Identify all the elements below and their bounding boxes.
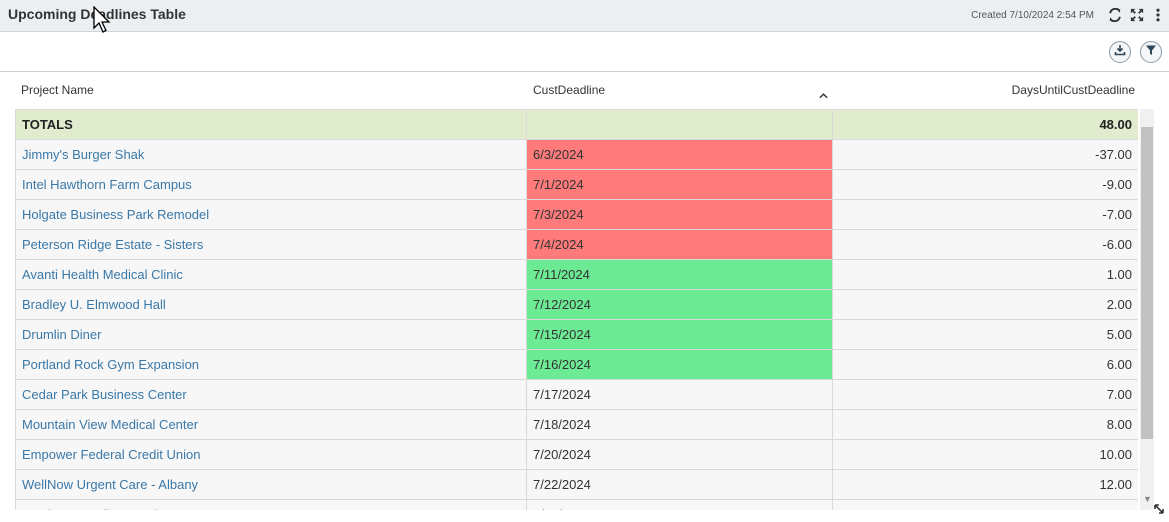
project-name-cell: WellNow Urgent Care - Albany xyxy=(15,469,527,500)
days-cell: -7.00 xyxy=(832,199,1138,230)
widget-toolbar xyxy=(0,33,1169,72)
data-table: TOTALS 48.00 Jimmy's Burger Shak 6/3/2024… xyxy=(15,109,1138,510)
table-row[interactable]: Mountain View Medical Center 7/18/2024 8.0… xyxy=(15,409,1138,440)
project-link[interactable]: Bradley U. Elmwood Hall xyxy=(22,297,166,312)
table-row[interactable]: Cedar Park Business Center 7/17/2024 7.00 xyxy=(15,379,1138,410)
table-row[interactable]: Portland Rock Gym Expansion 7/16/2024 6.00 xyxy=(15,349,1138,380)
project-link[interactable]: Portland Rock Gym Expansion xyxy=(22,357,200,372)
deadline-cell: 7/20/2024 xyxy=(526,439,833,470)
project-name-cell: Portland Rock Gym Expansion xyxy=(15,349,527,380)
project-name-cell: Cedar Park Business Center xyxy=(15,379,527,410)
table-row[interactable]: Drumlin Diner 7/15/2024 5.00 xyxy=(15,319,1138,350)
project-link[interactable]: Mountain View Medical Center xyxy=(22,417,199,432)
project-name-cell: Drumlin Diner xyxy=(15,319,527,350)
deadline-cell: 7/15/2024 xyxy=(526,319,833,350)
project-link[interactable]: Holgate Business Park Remodel xyxy=(22,207,210,222)
project-link[interactable]: Intel Hawthorn Farm Campus xyxy=(22,177,192,192)
column-header-row: Project Name CustDeadline DaysUntilCustD… xyxy=(15,73,1138,109)
days-cell: -9.00 xyxy=(832,169,1138,200)
table-row[interactable]: WellNow Urgent Care - Albany 7/22/2024 12.… xyxy=(15,469,1138,500)
deadline-cell: 7/22/2024 xyxy=(526,469,833,500)
project-link[interactable]: Drumlin Diner xyxy=(22,327,102,342)
created-timestamp: Created 7/10/2024 2:54 PM xyxy=(971,10,1094,21)
project-link[interactable]: Newberg Family Dental xyxy=(22,507,157,510)
days-cell: 12.00 xyxy=(832,469,1138,500)
expand-icon[interactable] xyxy=(1129,7,1145,23)
column-header-deadline[interactable]: CustDeadline xyxy=(533,83,606,97)
days-cell: 5.00 xyxy=(832,319,1138,350)
project-name-cell: Peterson Ridge Estate - Sisters xyxy=(15,229,527,260)
project-link[interactable]: Avanti Health Medical Clinic xyxy=(22,267,183,282)
table-row[interactable]: Bradley U. Elmwood Hall 7/12/2024 2.00 xyxy=(15,289,1138,320)
table-row[interactable]: Avanti Health Medical Clinic 7/11/2024 1.0… xyxy=(15,259,1138,290)
days-cell: 8.00 xyxy=(832,409,1138,440)
project-name-cell: Bradley U. Elmwood Hall xyxy=(15,289,527,320)
more-vertical-icon[interactable] xyxy=(1150,7,1166,23)
days-cell: 7.00 xyxy=(832,379,1138,410)
column-header-days[interactable]: DaysUntilCustDeadline xyxy=(1011,83,1135,97)
scroll-down-icon[interactable]: ▼ xyxy=(1143,494,1152,504)
deadline-cell: 7/11/2024 xyxy=(526,259,833,290)
download-button[interactable] xyxy=(1109,41,1131,63)
sort-up-icon[interactable] xyxy=(819,86,828,104)
totals-days: 48.00 xyxy=(832,109,1138,140)
resize-icon[interactable] xyxy=(1153,502,1165,520)
table-row[interactable]: Newberg Family Dental 7/24/202414.00 xyxy=(15,499,1138,510)
days-cell: 14.00 xyxy=(832,499,1138,510)
deadline-cell: 7/18/2024 xyxy=(526,409,833,440)
download-icon xyxy=(1114,43,1126,61)
project-link[interactable]: WellNow Urgent Care - Albany xyxy=(22,477,199,492)
days-cell: 2.00 xyxy=(832,289,1138,320)
table-row[interactable]: Intel Hawthorn Farm Campus 7/1/2024 -9.00 xyxy=(15,169,1138,200)
days-cell: -6.00 xyxy=(832,229,1138,260)
project-name-cell: Intel Hawthorn Farm Campus xyxy=(15,169,527,200)
table-row[interactable]: Holgate Business Park Remodel 7/3/2024 -7.… xyxy=(15,199,1138,230)
scrollbar-thumb[interactable] xyxy=(1141,127,1153,439)
days-cell: -37.00 xyxy=(832,139,1138,170)
project-name-cell: Avanti Health Medical Clinic xyxy=(15,259,527,290)
filter-button[interactable] xyxy=(1140,41,1162,63)
project-link[interactable]: Cedar Park Business Center xyxy=(22,387,187,402)
totals-deadline xyxy=(526,109,833,140)
deadline-cell: 7/16/2024 xyxy=(526,349,833,380)
column-header-project[interactable]: Project Name xyxy=(21,83,94,97)
project-link[interactable]: Empower Federal Credit Union xyxy=(22,447,201,462)
totals-row: TOTALS 48.00 xyxy=(15,109,1138,140)
totals-label: TOTALS xyxy=(15,109,527,140)
deadline-cell: 7/4/2024 xyxy=(526,229,833,260)
deadline-cell: 7/24/2024 xyxy=(526,499,833,510)
vertical-scrollbar[interactable] xyxy=(1140,109,1154,510)
days-cell: 10.00 xyxy=(832,439,1138,470)
project-name-cell: Mountain View Medical Center xyxy=(15,409,527,440)
mouse-pointer-icon xyxy=(93,5,111,39)
table-row[interactable]: Empower Federal Credit Union 7/20/2024 10.… xyxy=(15,439,1138,470)
data-table-body: TOTALS 48.00 Jimmy's Burger Shak 6/3/2024… xyxy=(15,109,1138,510)
project-name-cell: Jimmy's Burger Shak xyxy=(15,139,527,170)
filter-icon xyxy=(1145,43,1157,61)
deadline-cell: 7/12/2024 xyxy=(526,289,833,320)
widget-header: Upcoming Deadlines Table Created 7/10/20… xyxy=(0,0,1169,32)
days-cell: 6.00 xyxy=(832,349,1138,380)
refresh-icon[interactable] xyxy=(1107,7,1123,23)
deadline-cell: 6/3/2024 xyxy=(526,139,833,170)
deadline-cell: 7/3/2024 xyxy=(526,199,833,230)
project-link[interactable]: Peterson Ridge Estate - Sisters xyxy=(22,237,204,252)
project-name-cell: Holgate Business Park Remodel xyxy=(15,199,527,230)
project-name-cell: Newberg Family Dental xyxy=(15,499,527,510)
table-row[interactable]: Jimmy's Burger Shak 6/3/2024 -37.00 xyxy=(15,139,1138,170)
table-row[interactable]: Peterson Ridge Estate - Sisters 7/4/2024-… xyxy=(15,229,1138,260)
deadline-cell: 7/1/2024 xyxy=(526,169,833,200)
project-link[interactable]: Jimmy's Burger Shak xyxy=(22,147,145,162)
days-cell: 1.00 xyxy=(832,259,1138,290)
deadline-cell: 7/17/2024 xyxy=(526,379,833,410)
project-name-cell: Empower Federal Credit Union xyxy=(15,439,527,470)
